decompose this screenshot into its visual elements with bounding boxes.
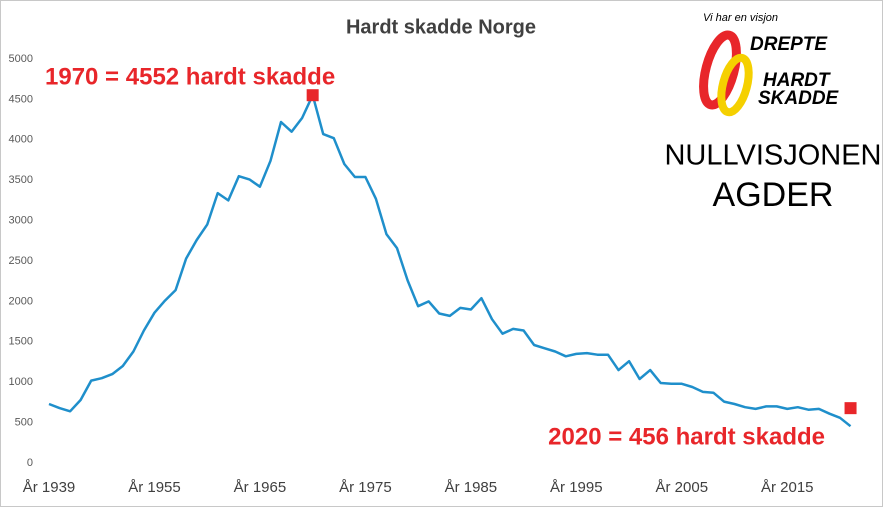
logo-line: HARDT — [763, 70, 831, 91]
logo-slogan: Vi har en visjon — [703, 12, 778, 24]
y-tick-label: 3500 — [9, 174, 33, 186]
x-tick-label: År 1995 — [550, 479, 603, 496]
line — [48, 93, 852, 428]
x-tick-label: År 1975 — [339, 479, 392, 496]
y-tick-label: 500 — [15, 417, 33, 429]
y-tick-label: 2000 — [9, 295, 33, 307]
highlight-marker — [844, 402, 857, 415]
annotation: 2020 = 456 hardt skadde — [548, 423, 825, 450]
annotation: 1970 = 4552 hardt skadde — [45, 63, 335, 90]
logo-region: AGDER — [713, 176, 834, 214]
y-tick-label: 5000 — [9, 53, 33, 65]
y-tick-label: 3000 — [9, 215, 33, 227]
x-tick-label: År 2015 — [761, 479, 814, 496]
logo-line: SKADDE — [758, 88, 840, 109]
y-tick-label: 4000 — [9, 134, 33, 146]
highlight-marker — [306, 89, 319, 102]
logo-zero-yellow — [717, 53, 753, 117]
chart-title: Hardt skadde Norge — [346, 16, 536, 38]
logo-name: NULLVISJONEN — [664, 140, 881, 172]
y-tick-label: 2500 — [9, 255, 33, 267]
y-tick-label: 1000 — [9, 376, 33, 388]
x-tick-label: År 2005 — [656, 479, 709, 496]
logo: Vi har en visjon DREPTE HARDT SKADDE NUL… — [664, 12, 881, 214]
x-tick-label: År 1965 — [234, 479, 287, 496]
x-tick-label: År 1985 — [445, 479, 498, 496]
y-tick-label: 1500 — [9, 336, 33, 348]
logo-zero-red — [699, 30, 741, 110]
logo-line: DREPTE — [750, 34, 828, 55]
y-tick-label: 4500 — [9, 93, 33, 105]
x-tick-label: År 1939 — [23, 479, 76, 496]
y-tick-label: 0 — [27, 457, 33, 469]
x-tick-label: År 1955 — [128, 479, 181, 496]
